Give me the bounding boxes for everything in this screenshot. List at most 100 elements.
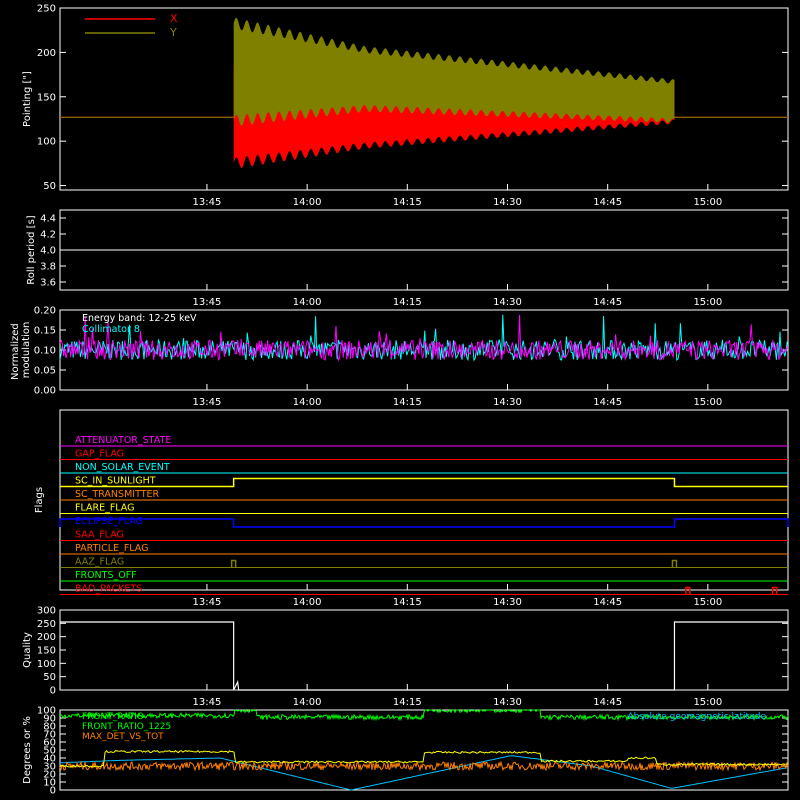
flag-label: SC_IN_SUNLIGHT [75,476,156,487]
x-tick-label: 13:45 [193,297,222,308]
quality-y-ticks: 0 50 100 150 200 250 300 [37,606,788,697]
y-tick-label: 250 [37,4,56,15]
pointing-plot-area [60,17,788,168]
y-tick-label: 70 [43,730,56,741]
x-tick-label: 13:45 [193,397,222,408]
geomagnetic-latitude-line [59,755,787,791]
ratios-plot-area [59,708,789,791]
pointing-y-ticks: 50 100 150 200 250 [37,4,788,192]
x-tick-label: 14:00 [293,397,322,408]
y-tick-label: 200 [37,632,56,643]
x-tick-label: 14:00 [293,597,322,608]
y-tick-label: 0.05 [34,366,56,377]
y-tick-label: 90 [43,714,56,725]
x-tick-label: 15:00 [693,297,722,308]
x-tick-label: 14:45 [593,197,622,208]
x-tick-label: 15:00 [693,597,722,608]
max-det-legend: MAX_DET_VS_TOT [82,732,164,742]
modulation-panel: Normalized modulation 0.00 0.05 0.10 0.15 0.… [10,306,789,408]
x-tick-label: 14:45 [593,697,622,708]
flags-ylabel: Flags [34,487,45,513]
pointing-envelope-y [233,17,675,126]
pointing-x-ticks: 13:45 14:00 14:15 14:30 14:45 15:00 [193,184,722,208]
pointing-axes-frame [59,7,789,191]
front-ratio-legend: FRONT_RATIO [82,712,144,722]
flags-panel: Flags 13:45 14:00 14:15 14:30 14:45 15:00 ATT… [34,409,789,608]
x-tick-label: 13:45 [193,597,222,608]
x-tick-label: 15:00 [693,197,722,208]
roll-period-panel: Roll period [s] 3.6 3.8 4.0 4.2 4.4 13:45 14:… [26,209,789,308]
y-tick-label: 150 [37,92,56,103]
modulation-ylabel-line1: Normalized [10,323,21,380]
y-tick-label: 40 [43,754,56,765]
flag-label: FRONTS_OFF [75,570,137,581]
flag-label: AAZ_FLAG [75,557,124,568]
front-ratio-1225-legend: FRONT_RATIO_1225 [82,722,171,732]
y-tick-label: 250 [37,619,56,630]
ratios-ylabel: Degrees or % [22,716,33,784]
pointing-panel: Pointing ["] 50 100 150 200 250 13:45 14:00 14… [22,4,789,208]
y-tick-label: 3.6 [40,278,56,289]
y-tick-label: 100 [37,706,56,717]
flag-label: BAD_PACKETS [75,584,142,595]
x-tick-label: 14:15 [393,397,422,408]
flag-label: PARTICLE_FLAG [75,543,148,554]
flag-spike [685,586,691,595]
x-tick-label: 14:45 [593,597,622,608]
flag-spike [230,559,237,568]
flag-label: ECLIPSE_FLAG [75,516,143,527]
x-tick-label: 14:00 [293,697,322,708]
y-tick-label: 50 [43,181,56,192]
quality-panel: Quality 0 50 100 150 200 250 300 13:45 14:00 14:… [22,606,789,708]
legend-x-label: X [170,12,178,25]
y-tick-label: 30 [43,762,56,773]
y-tick-label: 50 [43,672,56,683]
x-tick-label: 13:45 [193,197,222,208]
y-tick-label: 0.20 [34,306,56,317]
modulation-series-0 [59,314,788,362]
modulation-ylabel-line2: modulation [21,322,32,379]
y-tick-label: 0.10 [34,346,56,357]
y-tick-label: 20 [43,770,56,781]
flag-spike [771,586,778,595]
y-tick-label: 4.0 [40,246,56,257]
x-tick-label: 14:00 [293,197,322,208]
x-tick-label: 13:45 [193,697,222,708]
roll-period-ylabel: Roll period [s] [26,215,37,284]
flag-label: NON_SOLAR_EVENT [75,462,170,473]
quality-ylabel: Quality [22,632,33,668]
y-tick-label: 0 [50,786,56,797]
x-tick-label: 14:30 [493,397,522,408]
y-tick-label: 200 [37,48,56,59]
modulation-series-1 [59,314,788,362]
quality-line [60,621,788,691]
y-tick-label: 0.00 [34,386,56,397]
y-tick-label: 0.15 [34,326,56,337]
y-tick-label: 100 [37,659,56,670]
modulation-x-ticks: 13:45 14:00 14:15 14:30 14:45 15:00 [193,384,722,408]
x-tick-label: 14:45 [593,297,622,308]
y-tick-label: 3.8 [40,262,56,273]
energy-band-annotation: Energy band: 12-25 keV [82,313,197,324]
modulation-ylabel: Normalized modulation [10,320,32,380]
geomagnetic-latitude-annotation: Absolute geomagnetic latitude [627,712,766,722]
x-tick-label: 14:30 [493,297,522,308]
x-tick-label: 14:30 [493,697,522,708]
flag-label: FLARE_FLAG [75,503,135,514]
x-tick-label: 14:15 [393,297,422,308]
y-tick-label: 0 [50,686,56,697]
collimator-legend-label: Collimator 8 [82,324,140,335]
quality-x-ticks: 13:45 14:00 14:15 14:30 14:45 15:00 [193,684,722,708]
y-tick-label: 4.4 [40,214,56,225]
y-tick-label: 100 [37,137,56,148]
y-tick-label: 4.2 [40,230,56,241]
flag-label: ATTENUATOR_STATE [75,435,171,446]
flag-label: SC_TRANSMITTER [75,489,160,500]
y-tick-label: 10 [43,778,56,789]
x-tick-label: 15:00 [693,397,722,408]
front-ratio-line [59,708,789,722]
flags-plot-area: ATTENUATOR_STATE GAP_FLAG NON_SOLAR_EVENT S… [59,435,789,595]
modulation-plot-area [59,314,788,362]
flag-line [60,477,788,488]
